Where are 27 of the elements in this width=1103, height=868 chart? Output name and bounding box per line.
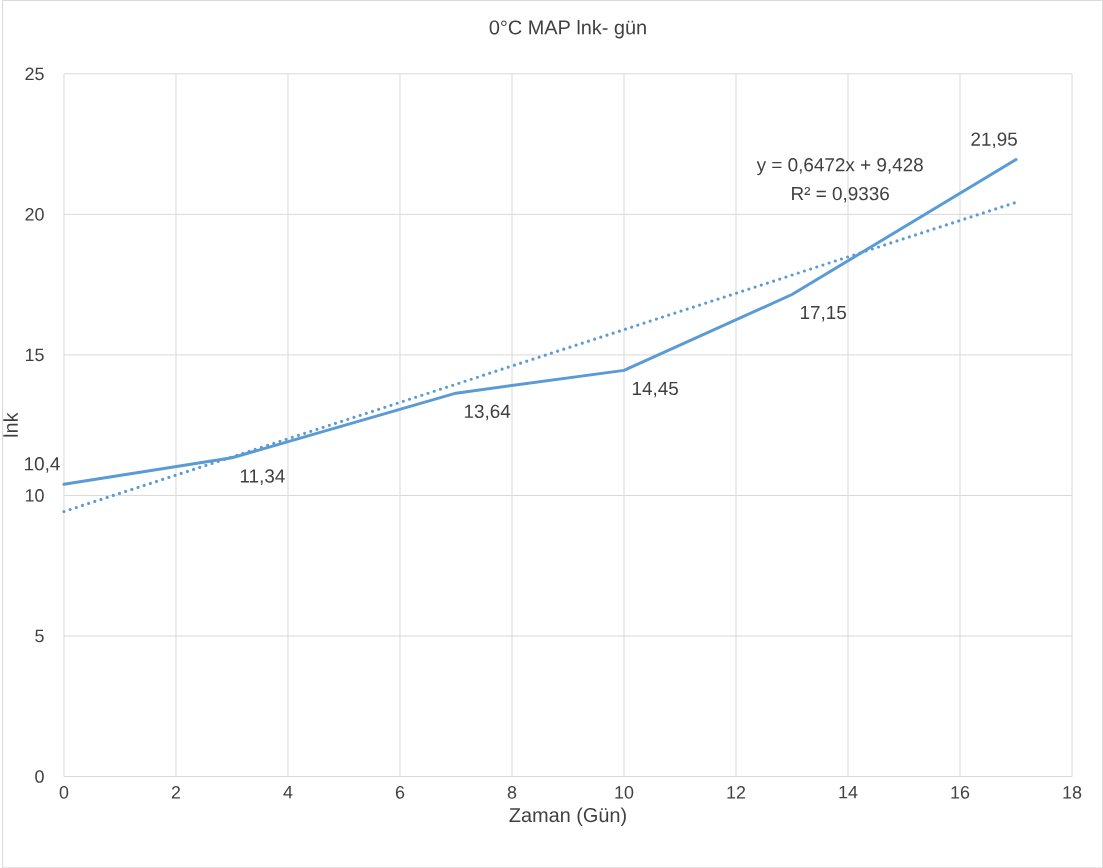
x-tick-label: 8	[507, 785, 517, 799]
y-tick-label: 15	[25, 348, 44, 361]
x-tick-label: 16	[951, 785, 970, 799]
x-tick-label: 14	[839, 785, 858, 799]
y-tick-label: 25	[25, 67, 44, 81]
y-tick-label: 10	[25, 488, 44, 502]
y-tick-label: 20	[25, 207, 44, 221]
x-tick-label: 12	[727, 785, 746, 799]
data-label: 10,4	[25, 456, 60, 473]
data-label: 21,95	[971, 132, 1017, 148]
data-label: 11,34	[240, 469, 285, 485]
x-tick-label: 10	[615, 785, 634, 799]
annotation: R² = 0,9336	[792, 186, 889, 203]
x-tick-label: 6	[395, 785, 405, 799]
x-tick-label: 0	[59, 785, 69, 799]
x-axis-title: Zaman (Gün)	[509, 807, 626, 826]
data-label: 14,45	[632, 381, 678, 398]
y-tick-label: 5	[35, 629, 44, 643]
x-tick-label: 4	[283, 785, 293, 799]
x-tick-label: 2	[171, 785, 181, 799]
data-label: 13,64	[464, 404, 511, 421]
data-label: 17,15	[800, 305, 846, 322]
y-tick-label: 0	[35, 770, 44, 783]
x-tick-label: 18	[1063, 785, 1082, 799]
chart-title: 0°C MAP lnk- gün	[489, 19, 646, 39]
y-axis-title: lnk	[3, 412, 18, 437]
annotation: y = 0,6472x + 9,428	[756, 157, 923, 175]
